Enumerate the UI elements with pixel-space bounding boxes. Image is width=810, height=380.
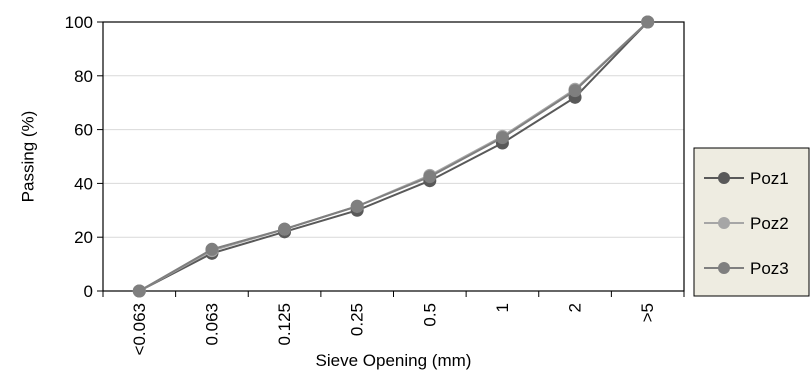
series-line — [138, 21, 649, 292]
x-tick-label: >5 — [638, 303, 657, 322]
series-poz3 — [132, 15, 655, 298]
legend: Poz1 Poz2 Poz3 — [693, 147, 810, 297]
y-tick-label: 0 — [84, 282, 93, 301]
y-axis-ticks: 0 20 40 60 80 100 — [65, 13, 103, 301]
y-tick-label: 80 — [74, 67, 93, 86]
series-line — [138, 21, 649, 292]
data-point — [132, 284, 146, 298]
legend-label: Poz3 — [750, 259, 789, 278]
y-tick-label: 60 — [74, 121, 93, 140]
plot-area-frame — [102, 21, 685, 292]
gridlines — [103, 75, 684, 238]
legend-items: Poz1 Poz2 Poz3 — [704, 169, 789, 278]
y-tick-label: 40 — [74, 174, 93, 193]
legend-label: Poz1 — [750, 169, 789, 188]
data-point — [495, 131, 509, 145]
legend-swatch-marker — [718, 172, 730, 184]
y-tick-label: 100 — [65, 13, 93, 32]
x-tick-label: 1 — [493, 303, 512, 312]
x-axis-label: Sieve Opening (mm) — [316, 351, 472, 370]
x-tick-label: <0.063 — [130, 303, 149, 355]
y-axis-label: Passing (%) — [19, 111, 38, 203]
x-tick-label: 0.063 — [202, 303, 221, 346]
data-point — [423, 170, 437, 184]
x-axis-ticks: <0.063 0.063 0.125 0.25 0.5 1 2 >5 — [102, 291, 685, 355]
data-point — [350, 199, 364, 213]
x-tick-label: 0.25 — [348, 303, 367, 336]
legend-label: Poz2 — [750, 214, 789, 233]
legend-item-poz1: Poz1 — [704, 169, 789, 188]
data-point — [278, 222, 292, 236]
x-tick-label: 0.125 — [275, 303, 294, 346]
legend-item-poz2: Poz2 — [704, 214, 789, 233]
legend-swatch-marker — [718, 217, 730, 229]
x-tick-label: 2 — [566, 303, 585, 312]
legend-item-poz3: Poz3 — [704, 259, 789, 278]
y-tick-label: 20 — [74, 228, 93, 247]
series-lines — [132, 15, 655, 298]
data-point — [641, 15, 655, 29]
x-tick-label: 0.5 — [420, 303, 439, 327]
data-point — [568, 84, 582, 98]
data-point — [205, 242, 219, 256]
legend-swatch-marker — [718, 262, 730, 274]
